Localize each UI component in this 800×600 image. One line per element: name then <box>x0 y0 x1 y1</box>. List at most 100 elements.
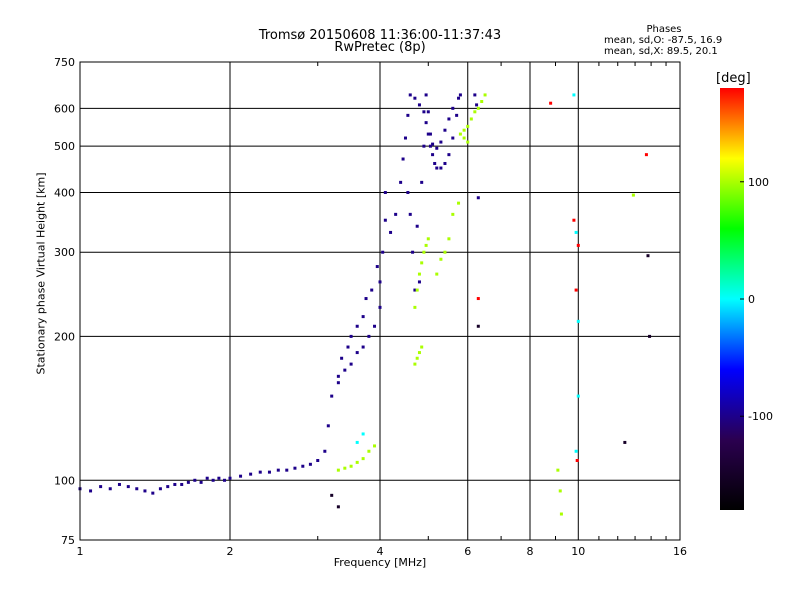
data-point <box>424 243 428 247</box>
data-point <box>364 297 368 301</box>
data-point <box>415 224 419 228</box>
phase-annotation-o: mean, sd,O: -87.5, 16.9 <box>604 35 723 46</box>
data-point <box>574 230 578 234</box>
data-point <box>447 117 451 121</box>
data-point <box>381 250 385 254</box>
data-point <box>117 482 121 486</box>
data-point <box>451 106 455 110</box>
data-point <box>383 190 387 194</box>
data-point <box>443 161 447 165</box>
data-point <box>428 132 432 136</box>
data-point <box>361 432 365 436</box>
data-point <box>361 345 365 349</box>
data-point <box>228 476 232 480</box>
data-point <box>408 93 412 97</box>
data-point <box>205 476 209 480</box>
data-point <box>217 476 221 480</box>
data-point <box>293 466 297 470</box>
data-point <box>349 464 353 468</box>
data-point <box>383 218 387 222</box>
data-point <box>415 288 419 292</box>
data-point <box>375 265 379 269</box>
data-point <box>135 487 139 491</box>
data-point <box>389 230 393 234</box>
data-point <box>576 319 580 323</box>
data-point <box>406 113 410 117</box>
data-point <box>199 480 203 484</box>
data-point <box>447 153 451 157</box>
chart-subtitle: RwPretec (8p) <box>334 40 426 55</box>
data-point <box>316 458 320 462</box>
y-tick-label: 75 <box>61 534 75 547</box>
data-point <box>370 288 374 292</box>
grid <box>80 62 680 540</box>
y-tick-label: 400 <box>54 186 75 199</box>
phase-annotation-title: Phases <box>646 24 682 35</box>
data-point <box>556 468 560 472</box>
data-point <box>258 470 262 474</box>
data-point <box>411 250 415 254</box>
data-point <box>378 280 382 284</box>
data-point <box>151 491 155 495</box>
data-point <box>301 464 305 468</box>
phase-annotation: Phases mean, sd,O: -87.5, 16.9 mean, sd,… <box>604 24 723 57</box>
x-tick-label: 16 <box>673 545 687 558</box>
data-point <box>420 345 424 349</box>
data-point <box>443 250 447 254</box>
data-point <box>417 280 421 284</box>
colorbar-tick-label: 0 <box>748 293 755 306</box>
data-point <box>439 257 443 261</box>
data-point <box>422 144 426 148</box>
data-point <box>443 128 447 132</box>
data-point <box>346 345 350 349</box>
data-point <box>473 93 477 97</box>
data-point <box>394 212 398 216</box>
data-point <box>426 110 430 114</box>
data-point <box>631 193 635 197</box>
data-point <box>458 132 462 136</box>
data-point <box>249 472 253 476</box>
data-point <box>336 505 340 509</box>
data-point <box>166 485 170 489</box>
data-point <box>422 250 426 254</box>
data-points <box>78 93 652 516</box>
data-point <box>428 144 432 148</box>
data-point <box>399 180 403 184</box>
data-point <box>355 460 359 464</box>
colorbar-label: [deg] <box>716 71 751 86</box>
data-point <box>455 113 459 117</box>
data-point <box>336 381 340 385</box>
data-point <box>435 146 439 150</box>
data-point <box>572 218 576 222</box>
phase-annotation-x: mean, sd,X: 89.5, 20.1 <box>604 46 718 57</box>
data-point <box>355 440 359 444</box>
data-point <box>572 93 576 97</box>
data-point <box>323 449 327 453</box>
data-point <box>349 334 353 338</box>
data-point <box>308 462 312 466</box>
data-point <box>480 100 484 104</box>
data-point <box>476 297 480 301</box>
data-point <box>420 180 424 184</box>
data-point <box>439 140 443 144</box>
data-point <box>126 485 130 489</box>
data-point <box>343 466 347 470</box>
data-point <box>422 110 426 114</box>
data-point <box>417 351 421 355</box>
data-point <box>424 93 428 97</box>
colorbar-tick-label: -100 <box>748 410 773 423</box>
data-point <box>89 489 93 493</box>
data-point <box>457 96 461 100</box>
data-point <box>559 512 563 516</box>
data-point <box>558 489 562 493</box>
data-point <box>466 124 470 128</box>
data-point <box>355 324 359 328</box>
data-point <box>424 121 428 125</box>
colorbar-tick-label: 100 <box>748 176 769 189</box>
data-point <box>173 482 177 486</box>
data-point <box>361 457 365 461</box>
data-point <box>336 468 340 472</box>
data-point <box>343 368 347 372</box>
data-point <box>413 96 417 100</box>
data-point <box>458 93 462 97</box>
